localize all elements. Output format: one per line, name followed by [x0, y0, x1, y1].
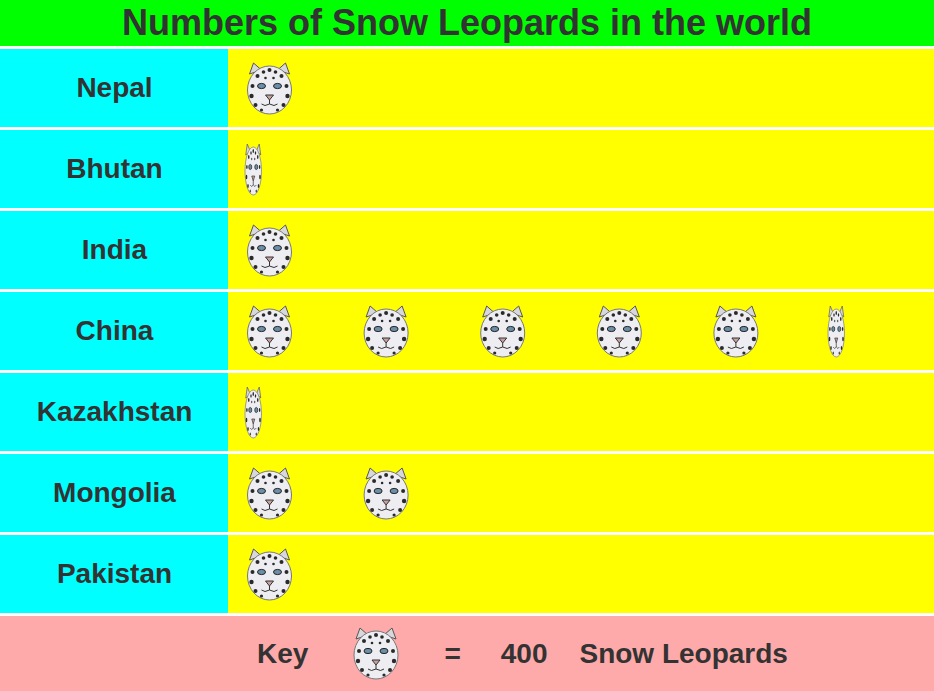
svg-text:Pakistan: Pakistan [57, 558, 172, 589]
svg-text:Kazakhstan: Kazakhstan [37, 396, 193, 427]
html-text:Numbers of Snow Leopards in th: Numbers of Snow Leopards in the world [122, 2, 812, 43]
svg-text:Mongolia: Mongolia [53, 477, 176, 508]
svg-text:Nepal: Nepal [76, 72, 152, 103]
svg-text:China: China [76, 315, 154, 346]
html-text:Snow Leopards: Snow Leopards [579, 637, 788, 669]
html-text:400: 400 [500, 637, 548, 669]
html-text:Key: Key [257, 637, 309, 669]
svg-text:India: India [82, 234, 148, 265]
svg-text:Bhutan: Bhutan [66, 153, 162, 184]
